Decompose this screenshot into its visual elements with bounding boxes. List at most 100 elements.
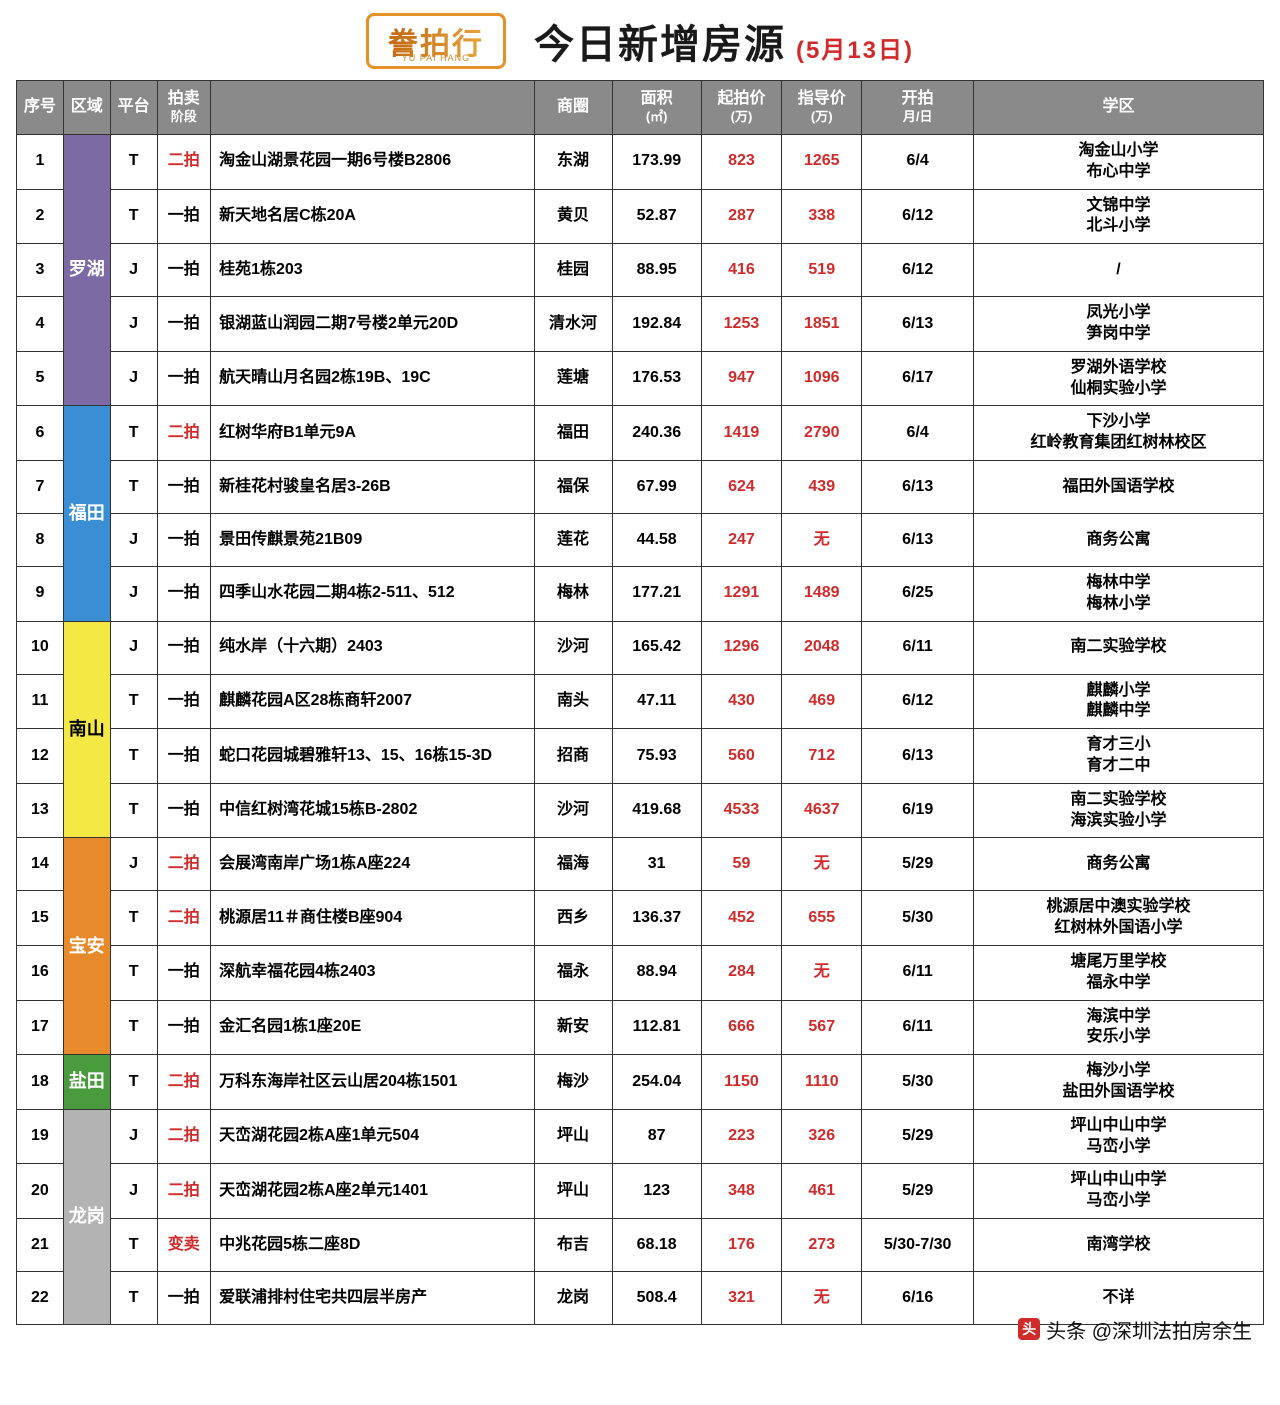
cell-start-price: 287	[701, 189, 781, 244]
cell-seq: 2	[17, 189, 64, 244]
cell-school: 福田外国语学校	[973, 460, 1263, 513]
cell-start-price: 223	[701, 1109, 781, 1164]
table-row: 5J一拍航天晴山月名园2栋19B、19C莲塘176.5394710966/17罗…	[17, 351, 1264, 406]
title-text: 今日新增房源	[534, 12, 786, 70]
cell-platform: J	[110, 513, 157, 566]
cell-school: 罗湖外语学校仙桐实验小学	[973, 351, 1263, 406]
cell-start-price: 947	[701, 351, 781, 406]
col-school: 学区	[973, 81, 1263, 135]
cell-school: 文锦中学北斗小学	[973, 189, 1263, 244]
cell-biz: 坪山	[534, 1164, 612, 1219]
cell-seq: 18	[17, 1055, 64, 1110]
cell-school: 下沙小学红岭教育集团红树林校区	[973, 406, 1263, 461]
cell-school: 麒麟小学麒麟中学	[973, 674, 1263, 729]
cell-guide-price: 1851	[782, 297, 862, 352]
cell-platform: T	[110, 674, 157, 729]
cell-date: 6/19	[862, 783, 974, 838]
cell-start-price: 284	[701, 945, 781, 1000]
cell-start-price: 1150	[701, 1055, 781, 1110]
cell-biz: 沙河	[534, 621, 612, 674]
cell-guide-price: 326	[782, 1109, 862, 1164]
cell-school: 南湾学校	[973, 1218, 1263, 1271]
cell-seq: 22	[17, 1271, 64, 1324]
cell-start-price: 59	[701, 838, 781, 891]
table-row: 1罗湖T二拍淘金山湖景花园一期6号楼B2806东湖173.9982312656/…	[17, 135, 1264, 190]
table-row: 12T一拍蛇口花园城碧雅轩13、15、16栋15-3D招商75.93560712…	[17, 729, 1264, 784]
table-row: 10南山J一拍纯水岸（十六期）2403沙河165.42129620486/11南…	[17, 621, 1264, 674]
cell-biz: 莲塘	[534, 351, 612, 406]
cell-area-sqm: 47.11	[612, 674, 701, 729]
cell-stage: 变卖	[157, 1218, 211, 1271]
cell-start-price: 666	[701, 1000, 781, 1055]
table-row: 9J一拍四季山水花园二期4栋2-511、512梅林177.21129114896…	[17, 566, 1264, 621]
cell-guide-price: 439	[782, 460, 862, 513]
cell-address: 爱联浦排村住宅共四层半房产	[211, 1271, 534, 1324]
cell-start-price: 1253	[701, 297, 781, 352]
cell-address: 红树华府B1单元9A	[211, 406, 534, 461]
cell-biz: 布吉	[534, 1218, 612, 1271]
cell-platform: T	[110, 945, 157, 1000]
table-row: 20J二拍天峦湖花园2栋A座2单元1401坪山1233484615/29坪山中山…	[17, 1164, 1264, 1219]
cell-platform: T	[110, 460, 157, 513]
cell-address: 四季山水花园二期4栋2-511、512	[211, 566, 534, 621]
cell-seq: 9	[17, 566, 64, 621]
cell-start-price: 1291	[701, 566, 781, 621]
cell-stage: 一拍	[157, 189, 211, 244]
table-row: 7T一拍新桂花村骏皇名居3-26B福保67.996244396/13福田外国语学…	[17, 460, 1264, 513]
cell-platform: J	[110, 1109, 157, 1164]
cell-address: 淘金山湖景花园一期6号楼B2806	[211, 135, 534, 190]
cell-guide-price: 1096	[782, 351, 862, 406]
cell-guide-price: 1110	[782, 1055, 862, 1110]
cell-area-sqm: 508.4	[612, 1271, 701, 1324]
cell-platform: T	[110, 1055, 157, 1110]
credit: 头 头条 @深圳法拍房余生	[1018, 1315, 1252, 1344]
cell-stage: 二拍	[157, 406, 211, 461]
cell-stage: 一拍	[157, 513, 211, 566]
cell-address: 航天晴山月名园2栋19B、19C	[211, 351, 534, 406]
cell-stage: 一拍	[157, 729, 211, 784]
cell-start-price: 560	[701, 729, 781, 784]
cell-date: 6/25	[862, 566, 974, 621]
cell-date: 6/12	[862, 674, 974, 729]
cell-stage: 一拍	[157, 945, 211, 1000]
cell-school: 淘金山小学布心中学	[973, 135, 1263, 190]
cell-biz: 莲花	[534, 513, 612, 566]
cell-biz: 沙河	[534, 783, 612, 838]
cell-guide-price: 1265	[782, 135, 862, 190]
cell-date: 6/11	[862, 621, 974, 674]
cell-stage: 一拍	[157, 783, 211, 838]
table-row: 17T一拍金汇名园1栋1座20E新安112.816665676/11海滨中学安乐…	[17, 1000, 1264, 1055]
cell-biz: 福海	[534, 838, 612, 891]
cell-platform: J	[110, 621, 157, 674]
cell-address: 天峦湖花园2栋A座2单元1401	[211, 1164, 534, 1219]
cell-area-sqm: 31	[612, 838, 701, 891]
cell-guide-price: 655	[782, 891, 862, 946]
cell-biz: 西乡	[534, 891, 612, 946]
cell-area-sqm: 88.94	[612, 945, 701, 1000]
col-date: 开拍月/日	[862, 81, 974, 135]
col-addr	[211, 81, 534, 135]
col-area: 区域	[63, 81, 110, 135]
cell-stage: 二拍	[157, 1109, 211, 1164]
table-row: 2T一拍新天地名居C栋20A黄贝52.872873386/12文锦中学北斗小学	[17, 189, 1264, 244]
table-row: 8J一拍景田传麒景苑21B09莲花44.58247无6/13商务公寓	[17, 513, 1264, 566]
cell-seq: 17	[17, 1000, 64, 1055]
cell-area-sqm: 112.81	[612, 1000, 701, 1055]
cell-date: 6/13	[862, 513, 974, 566]
cell-stage: 二拍	[157, 135, 211, 190]
cell-biz: 福田	[534, 406, 612, 461]
cell-stage: 二拍	[157, 891, 211, 946]
cell-address: 新天地名居C栋20A	[211, 189, 534, 244]
cell-date: 6/4	[862, 406, 974, 461]
cell-address: 麒麟花园A区28栋商轩2007	[211, 674, 534, 729]
cell-date: 6/17	[862, 351, 974, 406]
cell-start-price: 1419	[701, 406, 781, 461]
cell-start-price: 624	[701, 460, 781, 513]
logo: 誊拍行 YU PAI HANG	[366, 13, 506, 69]
cell-guide-price: 2790	[782, 406, 862, 461]
title-date: (5月13日)	[796, 30, 914, 65]
cell-address: 中兆花园5栋二座8D	[211, 1218, 534, 1271]
cell-stage: 二拍	[157, 1164, 211, 1219]
cell-school: 商务公寓	[973, 838, 1263, 891]
cell-area-sqm: 88.95	[612, 244, 701, 297]
